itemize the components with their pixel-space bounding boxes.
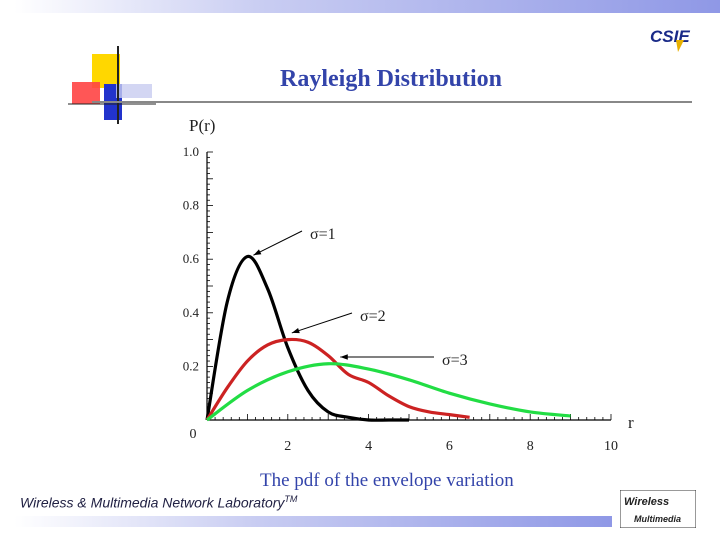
y-tick-label: 0.4 <box>183 305 200 320</box>
annotation-label: σ=3 <box>442 352 468 369</box>
corner-decoration <box>68 46 156 124</box>
x-axis-label: r <box>628 413 634 432</box>
series-line-sigma-1 <box>205 254 409 422</box>
y-tick-label: 1.0 <box>183 144 199 159</box>
y-tick-label: 0.8 <box>183 198 199 213</box>
logo-wireless-text: Wireless <box>624 496 669 508</box>
annotation-arrowhead <box>340 354 348 360</box>
x-tick-label: 6 <box>446 439 453 454</box>
series-line-sigma-3 <box>206 362 571 422</box>
footer-text: Wireless & Multimedia Network Laboratory… <box>20 494 297 511</box>
annotation-arrow-line <box>253 230 303 256</box>
annotation-arrowhead <box>291 327 300 334</box>
slide-title: Rayleigh Distribution <box>280 66 503 92</box>
footer-trademark: TM <box>284 494 298 504</box>
x-tick-label: 8 <box>527 439 534 454</box>
chart-caption: The pdf of the envelope variation <box>260 470 514 491</box>
annotation-arrowhead <box>253 249 262 256</box>
annotation-label: σ=1 <box>310 226 336 243</box>
series-line-sigma-2 <box>205 337 470 421</box>
x-tick-label: 2 <box>284 439 291 454</box>
top-gradient-bar <box>14 0 720 13</box>
x-tick-label: 4 <box>365 439 372 454</box>
csie-logo-icon: CSIE <box>650 27 690 52</box>
origin-label: 0 <box>190 427 197 442</box>
wireless-multimedia-logo-icon: Wireless Multimedia <box>620 490 696 528</box>
annotation-arrow-line <box>291 312 353 334</box>
y-axis-label: P(r) <box>189 116 215 135</box>
logo-multimedia-text: Multimedia <box>634 514 681 524</box>
y-tick-label: 0.6 <box>183 251 200 266</box>
bottom-gradient-bar <box>14 516 612 527</box>
title-underline <box>92 101 692 103</box>
footer-lab-name: Wireless & Multimedia Network Laboratory <box>20 494 285 511</box>
y-tick-label: 0.2 <box>183 358 199 373</box>
annotation-label: σ=2 <box>360 308 386 325</box>
x-tick-label: 10 <box>604 439 618 454</box>
